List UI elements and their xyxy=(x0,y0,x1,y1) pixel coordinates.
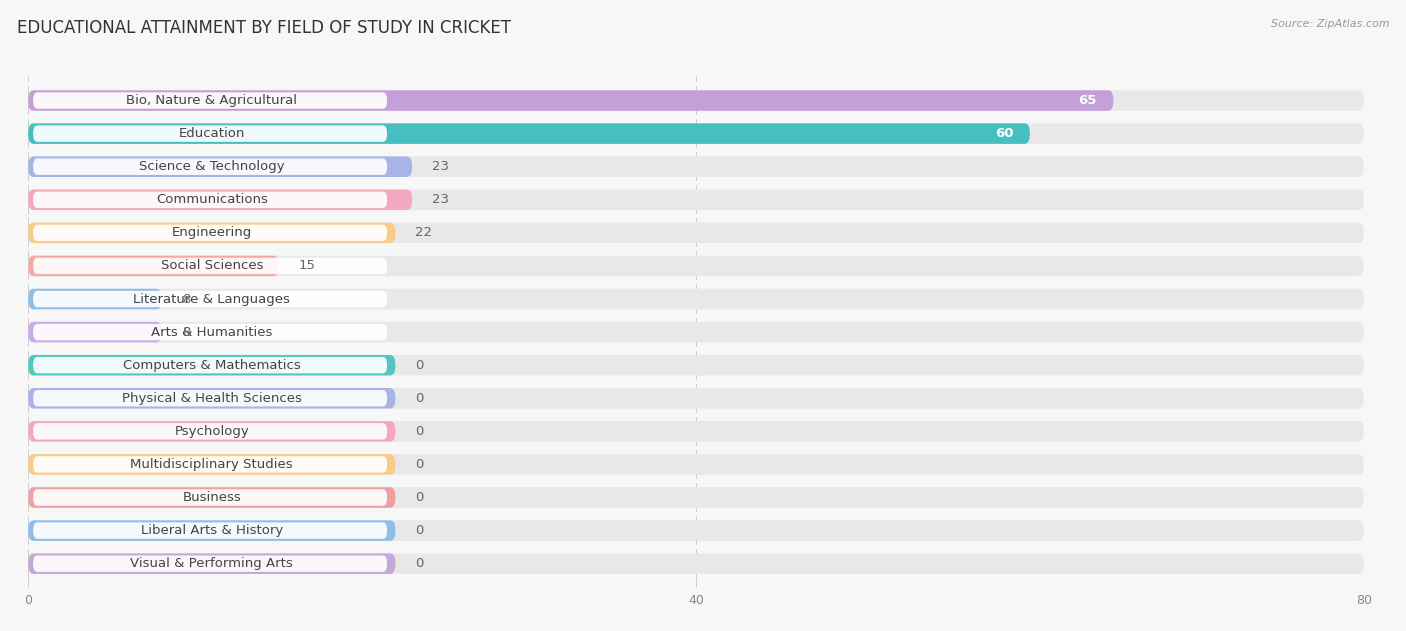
FancyBboxPatch shape xyxy=(28,223,1364,243)
FancyBboxPatch shape xyxy=(28,322,162,343)
FancyBboxPatch shape xyxy=(34,522,387,539)
FancyBboxPatch shape xyxy=(28,521,1364,541)
Text: Bio, Nature & Agricultural: Bio, Nature & Agricultural xyxy=(127,94,297,107)
FancyBboxPatch shape xyxy=(28,454,1364,475)
FancyBboxPatch shape xyxy=(34,192,387,208)
FancyBboxPatch shape xyxy=(34,489,387,505)
Text: Physical & Health Sciences: Physical & Health Sciences xyxy=(122,392,302,404)
Text: EDUCATIONAL ATTAINMENT BY FIELD OF STUDY IN CRICKET: EDUCATIONAL ATTAINMENT BY FIELD OF STUDY… xyxy=(17,19,510,37)
Text: Science & Technology: Science & Technology xyxy=(139,160,284,173)
FancyBboxPatch shape xyxy=(28,156,412,177)
FancyBboxPatch shape xyxy=(34,423,387,440)
FancyBboxPatch shape xyxy=(28,553,395,574)
FancyBboxPatch shape xyxy=(28,123,1364,144)
Text: 23: 23 xyxy=(432,160,449,173)
FancyBboxPatch shape xyxy=(28,156,1364,177)
Text: 0: 0 xyxy=(416,458,423,471)
Text: Source: ZipAtlas.com: Source: ZipAtlas.com xyxy=(1271,19,1389,29)
FancyBboxPatch shape xyxy=(28,355,1364,375)
FancyBboxPatch shape xyxy=(34,225,387,241)
Text: Literature & Languages: Literature & Languages xyxy=(134,293,290,305)
Text: 22: 22 xyxy=(416,227,433,239)
Text: 8: 8 xyxy=(181,293,190,305)
Text: 0: 0 xyxy=(416,524,423,537)
Text: Social Sciences: Social Sciences xyxy=(160,259,263,273)
FancyBboxPatch shape xyxy=(34,257,387,274)
Text: Computers & Mathematics: Computers & Mathematics xyxy=(122,358,301,372)
FancyBboxPatch shape xyxy=(28,223,395,243)
Text: 8: 8 xyxy=(181,326,190,339)
Text: Visual & Performing Arts: Visual & Performing Arts xyxy=(131,557,294,570)
FancyBboxPatch shape xyxy=(34,390,387,406)
FancyBboxPatch shape xyxy=(34,456,387,473)
FancyBboxPatch shape xyxy=(28,189,1364,210)
FancyBboxPatch shape xyxy=(28,553,1364,574)
FancyBboxPatch shape xyxy=(28,487,1364,508)
Text: Psychology: Psychology xyxy=(174,425,249,438)
FancyBboxPatch shape xyxy=(28,256,278,276)
Text: Business: Business xyxy=(183,491,242,504)
FancyBboxPatch shape xyxy=(28,521,395,541)
FancyBboxPatch shape xyxy=(28,388,395,408)
Text: 0: 0 xyxy=(416,557,423,570)
Text: Education: Education xyxy=(179,127,245,140)
FancyBboxPatch shape xyxy=(28,487,395,508)
FancyBboxPatch shape xyxy=(34,126,387,142)
Text: 0: 0 xyxy=(416,358,423,372)
FancyBboxPatch shape xyxy=(28,322,1364,343)
FancyBboxPatch shape xyxy=(28,90,1114,111)
FancyBboxPatch shape xyxy=(28,421,395,442)
Text: 60: 60 xyxy=(994,127,1014,140)
FancyBboxPatch shape xyxy=(34,357,387,374)
Text: Liberal Arts & History: Liberal Arts & History xyxy=(141,524,283,537)
FancyBboxPatch shape xyxy=(28,421,1364,442)
FancyBboxPatch shape xyxy=(28,289,162,309)
FancyBboxPatch shape xyxy=(28,388,1364,408)
Text: Engineering: Engineering xyxy=(172,227,252,239)
FancyBboxPatch shape xyxy=(28,256,1364,276)
Text: 23: 23 xyxy=(432,193,449,206)
FancyBboxPatch shape xyxy=(28,454,395,475)
FancyBboxPatch shape xyxy=(34,291,387,307)
Text: Multidisciplinary Studies: Multidisciplinary Studies xyxy=(131,458,292,471)
FancyBboxPatch shape xyxy=(34,555,387,572)
FancyBboxPatch shape xyxy=(28,355,395,375)
Text: 65: 65 xyxy=(1078,94,1097,107)
FancyBboxPatch shape xyxy=(28,90,1364,111)
FancyBboxPatch shape xyxy=(28,289,1364,309)
FancyBboxPatch shape xyxy=(28,189,412,210)
FancyBboxPatch shape xyxy=(34,324,387,340)
FancyBboxPatch shape xyxy=(34,158,387,175)
Text: 0: 0 xyxy=(416,491,423,504)
FancyBboxPatch shape xyxy=(28,123,1031,144)
Text: Communications: Communications xyxy=(156,193,267,206)
Text: 0: 0 xyxy=(416,425,423,438)
Text: Arts & Humanities: Arts & Humanities xyxy=(150,326,273,339)
FancyBboxPatch shape xyxy=(34,92,387,109)
Text: 15: 15 xyxy=(298,259,315,273)
Text: 0: 0 xyxy=(416,392,423,404)
